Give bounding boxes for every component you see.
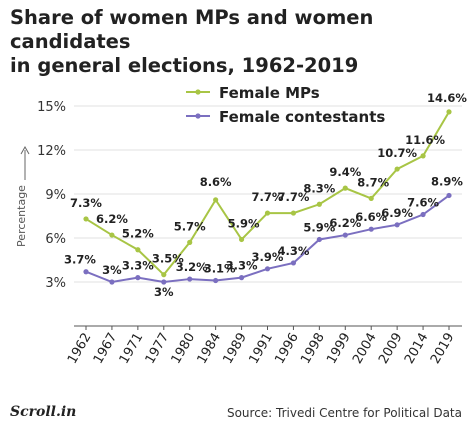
data-label-female-contestants-2009: 6.9% (381, 206, 413, 220)
data-label-female-mps-1998: 8.3% (303, 181, 335, 195)
data-label-female-mps-2014: 11.6% (405, 133, 445, 147)
point-female-contestants-1989 (238, 275, 245, 281)
point-female-contestants-2014 (420, 211, 426, 218)
data-label-female-contestants-1962: 3.7% (64, 253, 96, 267)
point-female-mps-1977 (161, 272, 167, 278)
y-axis-label: Percentage (15, 185, 28, 247)
data-label-female-contestants-1967: 3% (102, 263, 122, 277)
point-female-contestants-1991 (264, 266, 271, 272)
data-label-female-mps-1962: 7.3% (70, 196, 102, 210)
data-label-female-contestants-2019: 8.9% (431, 174, 463, 188)
point-female-contestants-1971 (135, 275, 141, 281)
chart-title-line-2: in general elections, 1962-2019 (10, 54, 359, 77)
scroll-logo: Scroll.in (10, 404, 77, 420)
data-label-female-contestants-2004: 6.6% (355, 210, 387, 224)
point-female-mps-1980 (187, 239, 193, 245)
x-tick-label-1998: 1998 (298, 331, 328, 367)
data-label-female-mps-1980: 5.7% (174, 219, 206, 233)
data-label-female-mps-2004: 8.7% (357, 175, 389, 189)
point-female-mps-1967 (109, 232, 115, 238)
x-tick-label-1967: 1967 (91, 331, 121, 367)
point-female-mps-2014 (420, 153, 426, 159)
data-label-female-contestants-1999: 6.2% (329, 216, 361, 230)
data-label-female-mps-1999: 9.4% (329, 165, 361, 179)
data-label-female-mps-1996: 7.7% (277, 190, 309, 204)
y-tick-label-3: 3% (45, 276, 66, 291)
point-female-mps-1962 (83, 216, 89, 222)
point-female-contestants-1999 (342, 232, 348, 238)
data-label-female-mps-1971: 5.2% (122, 227, 154, 241)
y-axis-arrow-head (20, 145, 30, 155)
data-label-female-mps-2009: 10.7% (377, 146, 417, 160)
point-female-contestants-1998 (316, 236, 322, 243)
data-label-female-contestants-1977: 3% (154, 285, 174, 299)
data-label-female-mps-1991: 7.7% (252, 190, 284, 204)
x-tick-label-1977: 1977 (143, 331, 173, 367)
source-note: Source: Trivedi Centre for Political Dat… (226, 406, 462, 420)
point-female-mps-1984 (213, 197, 219, 203)
data-label-female-contestants-1971: 3.3% (122, 259, 154, 273)
point-female-mps-1989 (238, 236, 245, 243)
data-label-female-mps-1977: 3.5% (152, 252, 184, 266)
x-tick-label-2009: 2009 (376, 331, 406, 367)
data-label-female-mps-1984: 8.6% (200, 175, 232, 189)
x-tick-label-1999: 1999 (324, 331, 354, 367)
x-tick-label-1980: 1980 (169, 331, 199, 367)
y-tick-label-6: 6% (45, 232, 66, 247)
y-tick-label-9: 9% (45, 188, 66, 203)
data-label-female-mps-1967: 6.2% (96, 212, 128, 226)
point-female-mps-1991 (264, 210, 271, 216)
legend-label-female-mps: Female MPs (219, 84, 320, 102)
x-tick-label-1996: 1996 (272, 331, 302, 367)
point-female-contestants-2009 (394, 222, 400, 228)
data-label-female-contestants-1980: 3.2% (176, 260, 208, 274)
chart-title-line-1: Share of women MPs and women candidates (10, 6, 374, 53)
x-tick-label-2004: 2004 (350, 331, 380, 367)
data-label-female-contestants-1989: 3.3% (226, 259, 258, 273)
x-tick-label-1962: 1962 (65, 331, 95, 367)
legend-marker-female-mps (195, 89, 201, 95)
data-label-female-contestants-1996: 4.3% (277, 244, 309, 258)
point-female-mps-1996 (290, 210, 297, 216)
point-female-contestants-1967 (109, 279, 115, 285)
point-female-contestants-1996 (290, 260, 297, 266)
point-female-mps-1971 (135, 247, 141, 253)
x-tick-label-2014: 2014 (402, 331, 432, 367)
point-female-mps-2019 (446, 109, 452, 115)
point-female-mps-2009 (394, 166, 400, 172)
y-tick-label-12: 12% (37, 144, 66, 159)
data-label-female-contestants-1991: 3.9% (252, 250, 284, 264)
chart-title: Share of women MPs and women candidates … (10, 6, 470, 78)
x-tick-label-2019: 2019 (428, 331, 458, 367)
x-tick-label-1991: 1991 (246, 331, 276, 367)
point-female-contestants-1977 (161, 279, 167, 285)
data-label-female-contestants-2014: 7.6% (407, 196, 439, 210)
y-tick-label-15: 15% (37, 100, 66, 115)
point-female-contestants-2004 (368, 226, 374, 232)
x-tick-label-1989: 1989 (220, 331, 250, 367)
legend-label-female-contestants: Female contestants (219, 108, 385, 126)
legend-marker-female-contestants (195, 113, 201, 119)
data-label-female-contestants-1984: 3.1% (204, 262, 236, 276)
data-label-female-mps-2019: 14.6% (427, 91, 467, 105)
x-tick-label-1971: 1971 (117, 331, 147, 367)
point-female-contestants-1962 (83, 269, 89, 275)
point-female-contestants-2019 (446, 192, 452, 199)
point-female-contestants-1980 (187, 276, 193, 282)
data-label-female-contestants-1998: 5.9% (303, 220, 335, 234)
point-female-mps-1999 (342, 185, 348, 191)
point-female-contestants-1984 (213, 277, 219, 284)
point-female-mps-2004 (368, 195, 374, 201)
point-female-mps-1998 (316, 201, 322, 207)
x-tick-label-1984: 1984 (195, 331, 225, 367)
data-label-female-mps-1989: 5.9% (228, 216, 260, 230)
